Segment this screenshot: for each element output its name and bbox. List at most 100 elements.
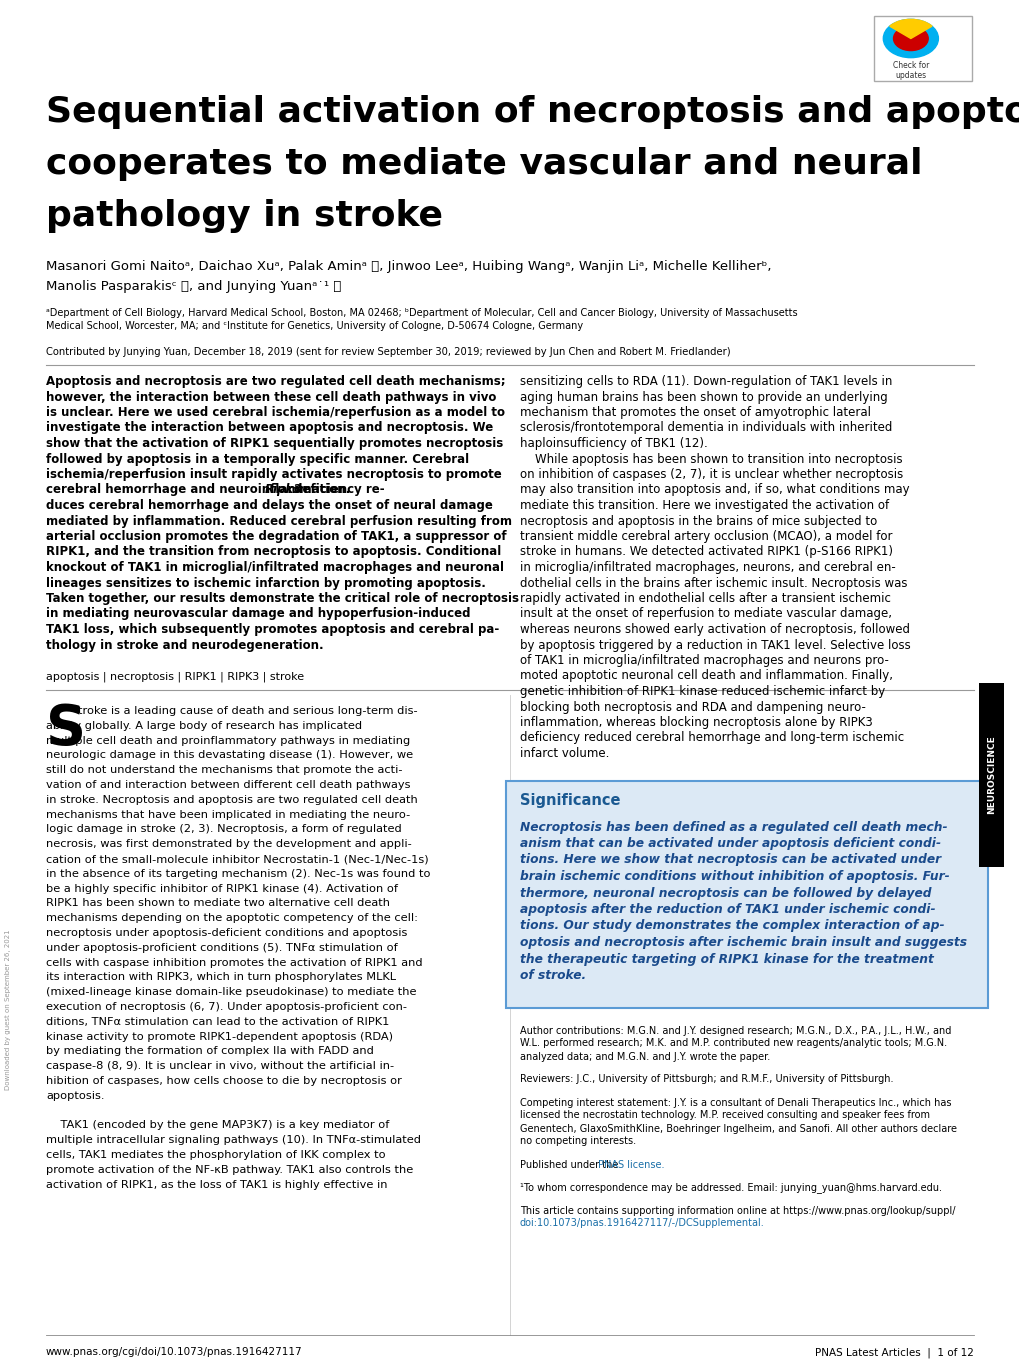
Text: cerebral hemorrhage and neuroinflammation.: cerebral hemorrhage and neuroinflammatio… (46, 483, 354, 497)
Text: hibition of caspases, how cells choose to die by necroptosis or: hibition of caspases, how cells choose t… (46, 1076, 401, 1087)
Text: in mediating neurovascular damage and hypoperfusion-induced: in mediating neurovascular damage and hy… (46, 607, 470, 621)
Text: mechanism that promotes the onset of amyotrophic lateral: mechanism that promotes the onset of amy… (520, 405, 870, 419)
Text: ditions, TNFα stimulation can lead to the activation of RIPK1: ditions, TNFα stimulation can lead to th… (46, 1017, 389, 1026)
Circle shape (893, 26, 927, 51)
Text: its interaction with RIPK3, which in turn phosphorylates MLKL: its interaction with RIPK3, which in tur… (46, 972, 395, 983)
Text: S: S (46, 702, 86, 756)
Text: PNAS license.: PNAS license. (597, 1159, 663, 1170)
Text: show that the activation of RIPK1 sequentially promotes necroptosis: show that the activation of RIPK1 sequen… (46, 437, 502, 450)
Text: multiple intracellular signaling pathways (10). In TNFα-stimulated: multiple intracellular signaling pathway… (46, 1136, 421, 1145)
Text: transient middle cerebral artery occlusion (MCAO), a model for: transient middle cerebral artery occlusi… (520, 530, 892, 543)
Text: PNAS Latest Articles  |  1 of 12: PNAS Latest Articles | 1 of 12 (814, 1347, 973, 1358)
Text: Reviewers: J.C., University of Pittsburgh; and R.M.F., University of Pittsburgh.: Reviewers: J.C., University of Pittsburg… (520, 1074, 893, 1085)
Text: Contributed by Junying Yuan, December 18, 2019 (sent for review September 30, 20: Contributed by Junying Yuan, December 18… (46, 347, 730, 358)
Text: Manolis Pasparakisᶜ Ⓞ, and Junying Yuanᵃ˙¹ Ⓞ: Manolis Pasparakisᶜ Ⓞ, and Junying Yuanᵃ… (46, 280, 341, 293)
Text: mediated by inflammation. Reduced cerebral perfusion resulting from: mediated by inflammation. Reduced cerebr… (46, 515, 512, 527)
Text: sclerosis/frontotemporal dementia in individuals with inherited: sclerosis/frontotemporal dementia in ind… (520, 422, 892, 434)
Text: licensed the necrostatin technology. M.P. received consulting and speaker fees f: licensed the necrostatin technology. M.P… (520, 1111, 929, 1121)
Text: moted apoptotic neuronal cell death and inflammation. Finally,: moted apoptotic neuronal cell death and … (520, 669, 892, 682)
Text: by apoptosis triggered by a reduction in TAK1 level. Selective loss: by apoptosis triggered by a reduction in… (520, 639, 910, 651)
Text: doi:10.1073/pnas.1916427117/-/DCSupplemental.: doi:10.1073/pnas.1916427117/-/DCSuppleme… (520, 1219, 764, 1228)
Text: execution of necroptosis (6, 7). Under apoptosis-proficient con-: execution of necroptosis (6, 7). Under a… (46, 1002, 407, 1011)
Text: Necroptosis has been defined as a regulated cell death mech-: Necroptosis has been defined as a regula… (520, 820, 947, 834)
Text: TAK1 (encoded by the gene MAP3K7) is a key mediator of: TAK1 (encoded by the gene MAP3K7) is a k… (46, 1121, 389, 1130)
Text: no competing interests.: no competing interests. (520, 1137, 636, 1147)
Text: RIPK1, and the transition from necroptosis to apoptosis. Conditional: RIPK1, and the transition from necroptos… (46, 546, 500, 558)
Text: blocking both necroptosis and RDA and dampening neuro-: blocking both necroptosis and RDA and da… (520, 700, 865, 714)
Text: of TAK1 in microglia/infiltrated macrophages and neurons pro-: of TAK1 in microglia/infiltrated macroph… (520, 654, 888, 667)
Text: infarct volume.: infarct volume. (520, 747, 608, 760)
Text: of stroke.: of stroke. (520, 969, 586, 981)
Text: vation of and interaction between different cell death pathways: vation of and interaction between differ… (46, 779, 410, 790)
Text: sensitizing cells to RDA (11). Down-regulation of TAK1 levels in: sensitizing cells to RDA (11). Down-regu… (520, 375, 892, 388)
Text: on inhibition of caspases (2, 7), it is unclear whether necroptosis: on inhibition of caspases (2, 7), it is … (520, 468, 903, 480)
Text: ¹To whom correspondence may be addressed. Email: junying_yuan@hms.harvard.edu.: ¹To whom correspondence may be addressed… (520, 1182, 942, 1193)
Circle shape (882, 19, 937, 57)
Text: deficiency re-: deficiency re- (289, 483, 384, 497)
Text: Ripk3: Ripk3 (264, 483, 302, 497)
Text: cooperates to mediate vascular and neural: cooperates to mediate vascular and neura… (46, 147, 921, 182)
Text: is unclear. Here we used cerebral ischemia/reperfusion as a model to: is unclear. Here we used cerebral ischem… (46, 405, 504, 419)
Text: necroptosis under apoptosis-deficient conditions and apoptosis: necroptosis under apoptosis-deficient co… (46, 928, 407, 938)
Text: pathology in stroke: pathology in stroke (46, 199, 442, 233)
Text: in microglia/infiltrated macrophages, neurons, and cerebral en-: in microglia/infiltrated macrophages, ne… (520, 561, 895, 575)
Text: Author contributions: M.G.N. and J.Y. designed research; M.G.N., D.X., P.A., J.L: Author contributions: M.G.N. and J.Y. de… (520, 1025, 951, 1036)
Text: Masanori Gomi Naitoᵃ, Daichao Xuᵃ, Palak Aminᵃ Ⓞ, Jinwoo Leeᵃ, Huibing Wangᵃ, Wa: Masanori Gomi Naitoᵃ, Daichao Xuᵃ, Palak… (46, 259, 770, 273)
Text: troke is a leading cause of death and serious long-term dis-: troke is a leading cause of death and se… (77, 706, 417, 717)
Text: tions. Here we show that necroptosis can be activated under: tions. Here we show that necroptosis can… (520, 853, 941, 867)
Text: promote activation of the NF-κB pathway. TAK1 also controls the: promote activation of the NF-κB pathway.… (46, 1164, 413, 1175)
Text: apoptosis | necroptosis | RIPK1 | RIPK3 | stroke: apoptosis | necroptosis | RIPK1 | RIPK3 … (46, 672, 304, 682)
Text: haploinsufficiency of TBK1 (12).: haploinsufficiency of TBK1 (12). (520, 437, 707, 450)
Text: ischemia/reperfusion insult rapidly activates necroptosis to promote: ischemia/reperfusion insult rapidly acti… (46, 468, 501, 480)
Text: (mixed-lineage kinase domain-like pseudokinase) to mediate the: (mixed-lineage kinase domain-like pseudo… (46, 987, 416, 998)
Text: genetic inhibition of RIPK1 kinase reduced ischemic infarct by: genetic inhibition of RIPK1 kinase reduc… (520, 685, 884, 698)
Text: W.L. performed research; M.K. and M.P. contributed new reagents/analytic tools; : W.L. performed research; M.K. and M.P. c… (520, 1039, 947, 1048)
Text: investigate the interaction between apoptosis and necroptosis. We: investigate the interaction between apop… (46, 422, 493, 434)
Text: apoptosis after the reduction of TAK1 under ischemic condi-: apoptosis after the reduction of TAK1 un… (520, 904, 934, 916)
Text: tions. Our study demonstrates the complex interaction of ap-: tions. Our study demonstrates the comple… (520, 920, 944, 932)
Text: still do not understand the mechanisms that promote the acti-: still do not understand the mechanisms t… (46, 766, 403, 775)
Text: in stroke. Necroptosis and apoptosis are two regulated cell death: in stroke. Necroptosis and apoptosis are… (46, 794, 418, 805)
Text: stroke in humans. We detected activated RIPK1 (p-S166 RIPK1): stroke in humans. We detected activated … (520, 546, 892, 558)
Text: activation of RIPK1, as the loss of TAK1 is highly effective in: activation of RIPK1, as the loss of TAK1… (46, 1179, 387, 1190)
Text: Apoptosis and necroptosis are two regulated cell death mechanisms;: Apoptosis and necroptosis are two regula… (46, 375, 505, 388)
Text: mechanisms that have been implicated in mediating the neuro-: mechanisms that have been implicated in … (46, 809, 410, 819)
Text: Significance: Significance (520, 793, 620, 808)
Text: in the absence of its targeting mechanism (2). Nec-1s was found to: in the absence of its targeting mechanis… (46, 868, 430, 879)
Text: Downloaded by guest on September 26, 2021: Downloaded by guest on September 26, 202… (5, 930, 11, 1091)
Text: Medical School, Worcester, MA; and ᶜInstitute for Genetics, University of Cologn: Medical School, Worcester, MA; and ᶜInst… (46, 321, 583, 330)
Text: however, the interaction between these cell death pathways in vivo: however, the interaction between these c… (46, 390, 496, 404)
Text: Taken together, our results demonstrate the critical role of necroptosis: Taken together, our results demonstrate … (46, 592, 519, 605)
Text: apoptosis.: apoptosis. (46, 1091, 104, 1100)
Text: necrosis, was first demonstrated by the development and appli-: necrosis, was first demonstrated by the … (46, 839, 412, 849)
Text: RIPK1 has been shown to mediate two alternative cell death: RIPK1 has been shown to mediate two alte… (46, 898, 389, 908)
Wedge shape (889, 19, 931, 38)
Text: ᵃDepartment of Cell Biology, Harvard Medical School, Boston, MA 02468; ᵇDepartme: ᵃDepartment of Cell Biology, Harvard Med… (46, 308, 797, 318)
Text: optosis and necroptosis after ischemic brain insult and suggests: optosis and necroptosis after ischemic b… (520, 936, 966, 949)
Text: www.pnas.org/cgi/doi/10.1073/pnas.1916427117: www.pnas.org/cgi/doi/10.1073/pnas.191642… (46, 1347, 303, 1357)
Text: be a highly specific inhibitor of RIPK1 kinase (4). Activation of: be a highly specific inhibitor of RIPK1 … (46, 883, 397, 894)
Text: brain ischemic conditions without inhibition of apoptosis. Fur-: brain ischemic conditions without inhibi… (520, 870, 949, 883)
Text: neurologic damage in this devastating disease (1). However, we: neurologic damage in this devastating di… (46, 751, 413, 760)
FancyBboxPatch shape (505, 781, 987, 1007)
Text: mediate this transition. Here we investigated the activation of: mediate this transition. Here we investi… (520, 500, 889, 512)
Text: arterial occlusion promotes the degradation of TAK1, a suppressor of: arterial occlusion promotes the degradat… (46, 530, 506, 543)
Text: multiple cell death and proinflammatory pathways in mediating: multiple cell death and proinflammatory … (46, 736, 410, 745)
Text: the therapeutic targeting of RIPK1 kinase for the treatment: the therapeutic targeting of RIPK1 kinas… (520, 953, 933, 965)
Text: cation of the small-molecule inhibitor Necrostatin-1 (Nec-1/Nec-1s): cation of the small-molecule inhibitor N… (46, 854, 428, 864)
Text: thology in stroke and neurodegeneration.: thology in stroke and neurodegeneration. (46, 639, 323, 651)
Text: followed by apoptosis in a temporally specific manner. Cerebral: followed by apoptosis in a temporally sp… (46, 453, 469, 465)
Text: While apoptosis has been shown to transition into necroptosis: While apoptosis has been shown to transi… (520, 453, 902, 465)
Text: Check for
updates: Check for updates (892, 60, 928, 81)
Text: insult at the onset of reperfusion to mediate vascular damage,: insult at the onset of reperfusion to me… (520, 607, 892, 621)
Text: aging human brains has been shown to provide an underlying: aging human brains has been shown to pro… (520, 390, 887, 404)
Text: may also transition into apoptosis and, if so, what conditions may: may also transition into apoptosis and, … (520, 483, 909, 497)
Text: Competing interest statement: J.Y. is a consultant of Denali Therapeutics Inc., : Competing interest statement: J.Y. is a … (520, 1097, 951, 1107)
Text: rapidly activated in endothelial cells after a transient ischemic: rapidly activated in endothelial cells a… (520, 592, 890, 605)
Text: logic damage in stroke (2, 3). Necroptosis, a form of regulated: logic damage in stroke (2, 3). Necroptos… (46, 824, 401, 834)
FancyBboxPatch shape (873, 16, 971, 81)
Text: knockout of TAK1 in microglial/infiltrated macrophages and neuronal: knockout of TAK1 in microglial/infiltrat… (46, 561, 503, 575)
Text: NEUROSCIENCE: NEUROSCIENCE (986, 736, 995, 814)
Text: cells with caspase inhibition promotes the activation of RIPK1 and: cells with caspase inhibition promotes t… (46, 958, 422, 968)
Text: kinase activity to promote RIPK1-dependent apoptosis (RDA): kinase activity to promote RIPK1-depende… (46, 1032, 392, 1041)
